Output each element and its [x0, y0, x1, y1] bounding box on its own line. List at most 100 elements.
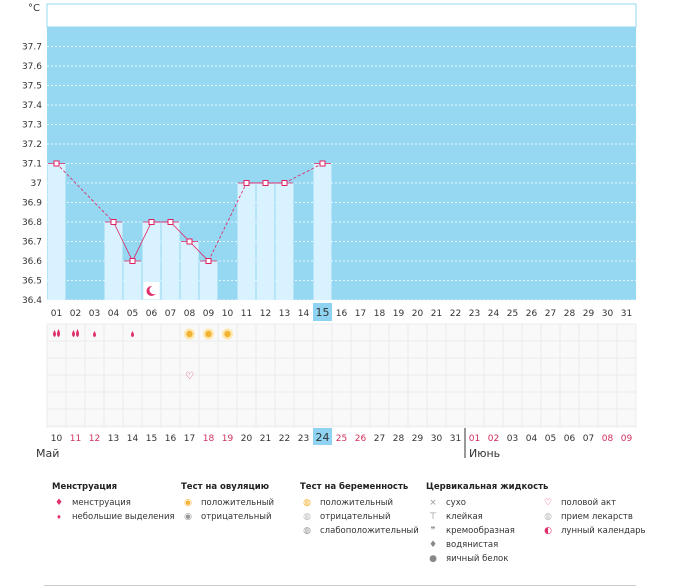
temperature-bars [47, 163, 332, 300]
day-number-top: 22 [450, 309, 461, 319]
date-number-bottom: 21 [260, 434, 271, 444]
legend-item-moon: ◐ лунный календарь [541, 524, 646, 538]
legend-title-cervical: Цервикальная жидкость [426, 482, 549, 492]
y-tick-label: 36.8 [22, 218, 42, 228]
day-numbers-top: 01 02 03 04 05 06 07 08 09 10 11 12 13 14 15 16 17 18 19 20… [51, 303, 632, 321]
temperature-bar [256, 183, 275, 300]
date-number-bottom: 29 [412, 434, 424, 444]
date-number-bottom: 08 [602, 434, 614, 444]
bottom-divider [44, 585, 636, 586]
day-number-top: 02 [70, 309, 81, 319]
date-number-bottom: 09 [621, 434, 633, 444]
temperature-point [281, 180, 288, 186]
legend-item-dry: × сухо [426, 496, 548, 510]
temperature-point [129, 258, 136, 264]
temperature-point [167, 219, 174, 225]
water-drop-icon: ♦ [428, 540, 438, 550]
legend-item-spotting: ♦ небольшие выделения [52, 510, 174, 524]
date-number-bottom: 07 [583, 434, 594, 444]
today-highlight-top [313, 303, 332, 321]
legend-menstruation: Менструация ♦ менструация ♦ небольшие выде… [52, 482, 175, 524]
day-number-top: 06 [146, 309, 158, 319]
y-tick-label: 36.5 [22, 277, 42, 287]
date-number-bottom: 15 [146, 434, 157, 444]
date-number-bottom: 17 [184, 434, 195, 444]
sun-positive-icon: ◉ [184, 498, 192, 508]
date-number-bottom: 01 [469, 434, 480, 444]
temperature-bar [142, 222, 161, 300]
moon-icon-cutout [149, 285, 158, 295]
temperature-line-segment [113, 221, 133, 262]
day-number-top: 21 [431, 309, 442, 319]
date-number-bottom: 27 [374, 434, 385, 444]
temperature-bar [275, 183, 294, 300]
day-number-top: 12 [260, 309, 271, 319]
temperature-bar [199, 261, 218, 300]
day-number-top: 10 [222, 309, 234, 319]
spotting-drop-icon [93, 331, 96, 337]
y-tick-label: 36.9 [22, 199, 42, 209]
heart-icon: ♡ [185, 371, 194, 382]
date-number-bottom: 10 [51, 434, 63, 444]
date-number-bottom: 26 [355, 434, 367, 444]
temperature-bar [47, 163, 66, 300]
legend-ovulation: Тест на овуляцию ◉ положительный ◉ отрицат… [181, 482, 274, 524]
test-weak-icon: ◍ [303, 526, 311, 536]
temperature-bar [237, 183, 256, 300]
t-bar-icon: ⊤ [429, 512, 437, 522]
y-tick-label: 37.4 [22, 101, 42, 111]
y-tick-label: 36.7 [22, 238, 42, 248]
temperature-line-segment [208, 182, 247, 262]
legend-item-medication: ◍ прием лекарств [541, 510, 646, 524]
date-number-bottom: 12 [89, 434, 100, 444]
test-negative-icon: ◍ [303, 512, 311, 522]
day-number-top: 25 [507, 309, 518, 319]
date-number-bottom: 20 [241, 434, 253, 444]
ovulation-positive-core [224, 330, 231, 338]
creamy-drop-icon: ❞ [430, 526, 436, 536]
day-number-top: 04 [108, 309, 120, 319]
moon-icon: ◐ [544, 526, 552, 536]
menstruation-drop-icon [53, 329, 60, 337]
legend-item-ovulation-negative: ◉ отрицательный [181, 510, 274, 524]
date-number-bottom: 13 [108, 434, 119, 444]
temperature-bar [313, 163, 332, 300]
temperature-bar [161, 222, 180, 300]
temperature-point [53, 160, 60, 167]
temperature-line-segment [132, 221, 152, 262]
day-number-top: 31 [621, 309, 632, 319]
legend-item-pregnancy-positive: ◍ положительный [300, 496, 419, 510]
y-tick-label: 37.6 [22, 62, 42, 72]
day-number-top: 08 [184, 309, 196, 319]
legend-item-pregnancy-weak: ◍ слабоположительный [300, 524, 419, 538]
pill-icon: ◍ [544, 512, 552, 522]
legend-item-watery: ♦ водянистая [426, 538, 548, 552]
y-tick-label: 37.2 [22, 140, 42, 150]
today-highlight-bottom [313, 428, 332, 445]
y-tick-label: 37 [31, 179, 42, 189]
day-number-top: 29 [583, 309, 595, 319]
y-axis: 37.7 37.6 37.5 37.4 37.3 37.2 37.1 37 36.9 36.8 36… [22, 43, 42, 307]
date-number-bottom: 18 [203, 434, 215, 444]
symptom-symbols: ♡ [53, 282, 233, 382]
day-number-top: 26 [526, 309, 538, 319]
symptom-grid [46, 323, 637, 428]
date-number-bottom: 23 [298, 434, 309, 444]
y-tick-label: 37.3 [22, 121, 42, 131]
temperature-line-segment [189, 241, 209, 262]
temperature-line-segment [56, 163, 114, 223]
date-number-bottom: 04 [526, 434, 538, 444]
day-number-top: 23 [469, 309, 480, 319]
menstruation-drop-icon [72, 329, 79, 337]
legend-item-egg-white: ● яичный белок [426, 552, 548, 566]
legend-item-sticky: ⊤ клейкая [426, 510, 548, 524]
temperature-bar [104, 222, 123, 300]
ovulation-positive-core [205, 330, 212, 338]
y-tick-label: 36.6 [22, 257, 42, 267]
day-number-top: 16 [336, 309, 348, 319]
day-number-top: 13 [279, 309, 290, 319]
date-number-bottom: 24 [316, 431, 330, 444]
legend-title-ovulation: Тест на овуляцию [181, 482, 270, 492]
month-label-june: Июнь [469, 447, 500, 460]
drop-small-icon: ♦ [56, 513, 62, 521]
